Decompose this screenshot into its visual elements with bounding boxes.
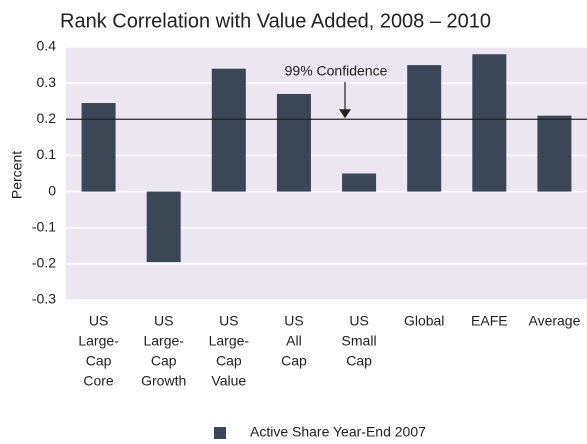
chart-title: Rank Correlation with Value Added, 2008 … <box>60 10 491 32</box>
x-tick-label: Value <box>211 373 246 389</box>
bar <box>81 103 116 192</box>
y-tick-label: -0.2 <box>32 255 56 271</box>
x-tick-label: Cap <box>346 353 372 369</box>
bar <box>211 68 246 192</box>
bar <box>407 65 442 192</box>
x-tick-label: Global <box>404 313 444 329</box>
bar <box>342 173 377 192</box>
y-tick-label: 0 <box>48 182 56 198</box>
x-tick-label: US <box>219 313 238 329</box>
x-tick-label: Cap <box>281 353 307 369</box>
x-tick-label: Cap <box>86 353 112 369</box>
bar <box>146 191 181 263</box>
x-tick-label: Average <box>528 313 580 329</box>
x-tick-label: US <box>284 313 303 329</box>
x-tick-label: Large- <box>78 333 119 349</box>
bar <box>276 93 311 192</box>
y-tick-label: 0.3 <box>37 74 57 90</box>
annotation: 99% Confidence <box>285 63 388 79</box>
plot-background <box>66 47 587 300</box>
legend-swatch <box>214 427 226 439</box>
y-tick-label: -0.3 <box>32 291 56 307</box>
annotation-arrowhead <box>339 109 351 119</box>
x-tick-label: Growth <box>141 373 186 389</box>
x-tick-label: Cap <box>151 353 177 369</box>
y-tick-label: -0.1 <box>32 218 56 234</box>
x-tick-label: Large- <box>209 333 250 349</box>
legend-label: Active Share Year-End 2007 <box>250 424 426 440</box>
y-tick-label: 0.4 <box>37 38 57 54</box>
x-tick-label: US <box>89 313 108 329</box>
x-tick-label: US <box>154 313 173 329</box>
bar <box>537 115 572 192</box>
x-tick-label: Cap <box>216 353 242 369</box>
x-tick-label: Small <box>342 333 377 349</box>
y-tick-label: 0.1 <box>37 146 57 162</box>
y-tick-label: 0.2 <box>37 110 57 126</box>
x-tick-label: Core <box>83 373 114 389</box>
x-tick-label: EAFE <box>471 313 508 329</box>
x-tick-label: All <box>286 333 302 349</box>
x-tick-label: Large- <box>143 333 184 349</box>
x-tick-label: US <box>349 313 368 329</box>
y-axis-label: Percent <box>9 151 25 199</box>
bar <box>472 54 507 192</box>
